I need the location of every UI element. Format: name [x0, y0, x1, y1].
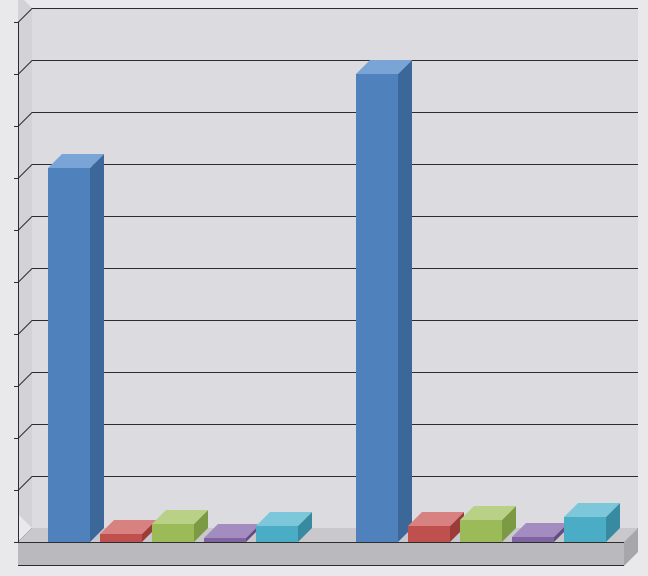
gridline — [32, 8, 638, 9]
bar — [460, 506, 516, 542]
gridline — [32, 424, 638, 425]
left-wall — [18, 0, 32, 528]
bar — [204, 524, 260, 542]
bar — [408, 512, 464, 542]
bar — [512, 523, 568, 542]
gridline — [32, 112, 638, 113]
floor-front — [18, 542, 624, 566]
gridline — [32, 268, 638, 269]
bar-chart-3d — [0, 0, 648, 576]
baseline — [18, 542, 624, 543]
bar — [48, 154, 104, 542]
gridline — [32, 320, 638, 321]
y-axis-line — [18, 22, 19, 542]
plot-area — [18, 8, 638, 566]
gridline — [32, 164, 638, 165]
bar — [256, 512, 312, 542]
bar — [356, 60, 412, 542]
bar — [100, 520, 156, 542]
gridline — [32, 372, 638, 373]
gridline — [32, 476, 638, 477]
gridline — [32, 216, 638, 217]
gridline — [32, 60, 638, 61]
floor-bottom-line — [18, 565, 624, 566]
bar — [564, 503, 620, 542]
bar — [152, 510, 208, 542]
